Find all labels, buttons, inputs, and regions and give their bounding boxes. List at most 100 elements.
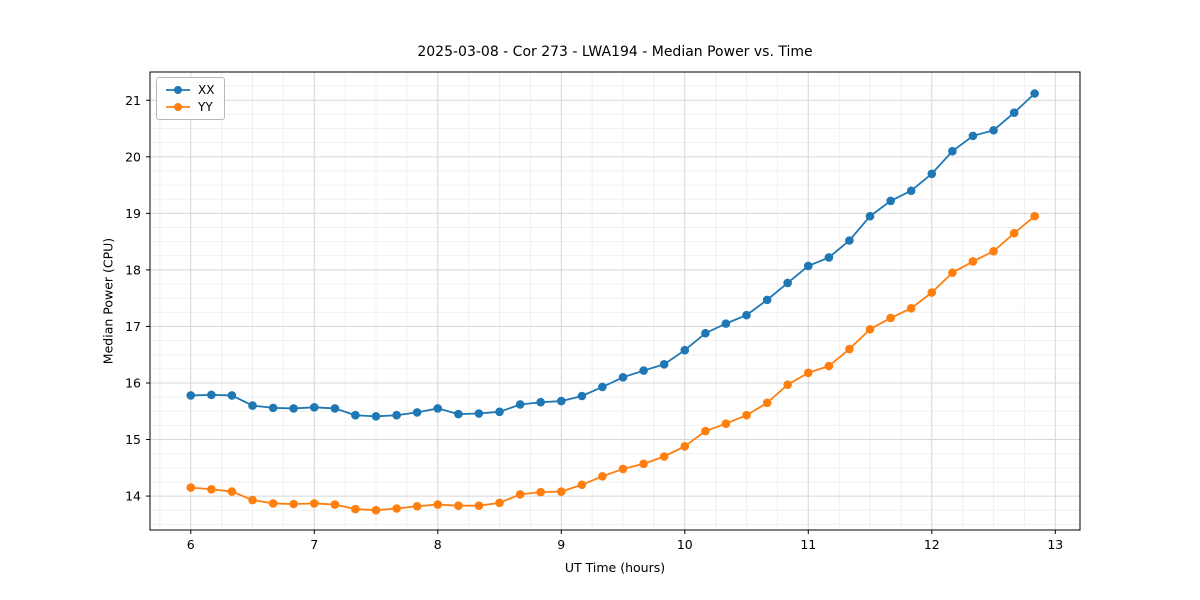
- series-yy-marker: [556, 487, 566, 496]
- series-xx-marker: [289, 404, 298, 413]
- series-xx-marker: [577, 391, 587, 401]
- series-yy-marker: [742, 410, 751, 420]
- series-xx-marker: [392, 410, 401, 420]
- y-tick-label: 19: [125, 206, 141, 221]
- y-tick-label: 20: [125, 149, 141, 164]
- series-yy-marker: [227, 487, 237, 496]
- series-yy-marker: [289, 499, 298, 509]
- series-yy-marker: [762, 398, 772, 408]
- series-xx-marker: [515, 400, 525, 409]
- series-yy-marker: [927, 288, 937, 297]
- series-xx-marker: [824, 253, 834, 262]
- series-xx-marker: [474, 409, 484, 418]
- x-tick-label: 13: [1047, 537, 1063, 552]
- series-yy-line: [190, 215, 1036, 512]
- x-axis-label: UT Time (hours): [564, 560, 666, 575]
- series-xx-marker: [351, 410, 360, 420]
- y-tick-label: 21: [125, 93, 141, 108]
- series-xx-line: [190, 92, 1036, 418]
- series-yy-marker: [948, 268, 957, 278]
- series-xx-marker: [968, 131, 978, 141]
- series-yy-marker: [186, 483, 196, 492]
- series-yy-marker: [371, 505, 381, 515]
- series-yy-marker: [392, 504, 401, 513]
- series-yy-marker: [680, 442, 690, 451]
- x-tick-label: 10: [677, 537, 693, 552]
- series-yy-marker: [701, 426, 710, 436]
- series-yy-marker: [248, 495, 257, 505]
- legend-marker-yy-icon: [166, 103, 190, 111]
- series-xx-marker: [742, 310, 751, 320]
- series-xx-marker: [845, 236, 854, 245]
- series-yy-marker: [330, 500, 340, 509]
- tick-labels: 6 7 8 9 10 11 12 13 14 15 16 17 18 19 20 21: [125, 93, 1063, 552]
- y-tick-label: 16: [125, 375, 141, 390]
- series-yy-marker: [536, 487, 545, 497]
- series-xx-marker: [412, 408, 422, 417]
- y-tick-label: 17: [125, 319, 141, 334]
- series-yy: [186, 211, 1039, 515]
- series-yy-marker: [618, 464, 628, 474]
- legend-label-yy: YY: [198, 100, 213, 114]
- series-xx-marker: [186, 391, 196, 400]
- series-yy-marker: [906, 304, 916, 313]
- y-tick-label: 15: [125, 432, 141, 447]
- legend: XX YY: [156, 77, 226, 120]
- series-xx-marker: [701, 328, 710, 338]
- series-xx-marker: [268, 403, 278, 413]
- series-xx-marker: [865, 211, 875, 221]
- series-xx-marker: [906, 186, 916, 196]
- series-yy-marker: [412, 501, 422, 511]
- chart-title: 2025-03-08 - Cor 273 - LWA194 - Median P…: [417, 44, 813, 60]
- series-yy-marker: [639, 459, 648, 469]
- series-xx-marker: [454, 409, 463, 419]
- minor-grid: [150, 71, 1080, 530]
- series-yy-marker: [474, 501, 484, 510]
- series-yy-marker: [268, 499, 278, 508]
- series-xx-marker: [248, 401, 257, 410]
- x-tick-label: 9: [557, 537, 565, 552]
- series-xx-marker: [207, 390, 216, 400]
- axes-frame: [149, 71, 1081, 531]
- series-xx-marker: [680, 345, 690, 355]
- series-xx-marker: [618, 373, 628, 382]
- y-tick-label: 18: [125, 262, 141, 277]
- legend-marker-xx-icon: [166, 86, 190, 94]
- series-yy-marker: [598, 471, 607, 481]
- series-xx-marker: [556, 396, 566, 406]
- series-xx-marker: [783, 278, 792, 288]
- series-yy-marker: [433, 500, 443, 509]
- series-yy-marker: [515, 490, 525, 499]
- series-xx-marker: [927, 169, 937, 179]
- series-xx-marker: [433, 404, 443, 413]
- series-xx-marker: [659, 360, 669, 369]
- series-yy-marker: [207, 484, 216, 494]
- series-yy-marker: [309, 499, 319, 508]
- series-yy-marker: [351, 504, 360, 514]
- series-xx-marker: [371, 412, 381, 421]
- series-xx-marker: [309, 403, 319, 412]
- y-axis-label: Median Power (CPU): [100, 237, 116, 365]
- series-xx-marker: [227, 391, 237, 400]
- series-yy-marker: [495, 498, 504, 508]
- series-yy-marker: [1030, 211, 1039, 221]
- x-tick-label: 11: [800, 537, 816, 552]
- series-xx-marker: [536, 397, 545, 407]
- x-tick-label: 8: [434, 537, 442, 552]
- series-yy-marker: [886, 313, 895, 323]
- series-xx-marker: [762, 295, 772, 305]
- series-yy-marker: [721, 419, 731, 429]
- series-yy-marker: [989, 246, 998, 256]
- y-tick-label: 14: [125, 489, 141, 504]
- series-xx-marker: [1030, 89, 1039, 98]
- series-xx-marker: [721, 319, 731, 328]
- x-tick-label: 6: [187, 537, 195, 552]
- series-yy-marker: [783, 380, 792, 389]
- series-xx-marker: [330, 404, 340, 413]
- legend-entry-yy: YY: [164, 100, 214, 114]
- series-xx-marker: [989, 125, 998, 135]
- series-yy-marker: [659, 452, 669, 461]
- x-tick-label: 7: [310, 537, 318, 552]
- series-yy-marker: [454, 501, 463, 510]
